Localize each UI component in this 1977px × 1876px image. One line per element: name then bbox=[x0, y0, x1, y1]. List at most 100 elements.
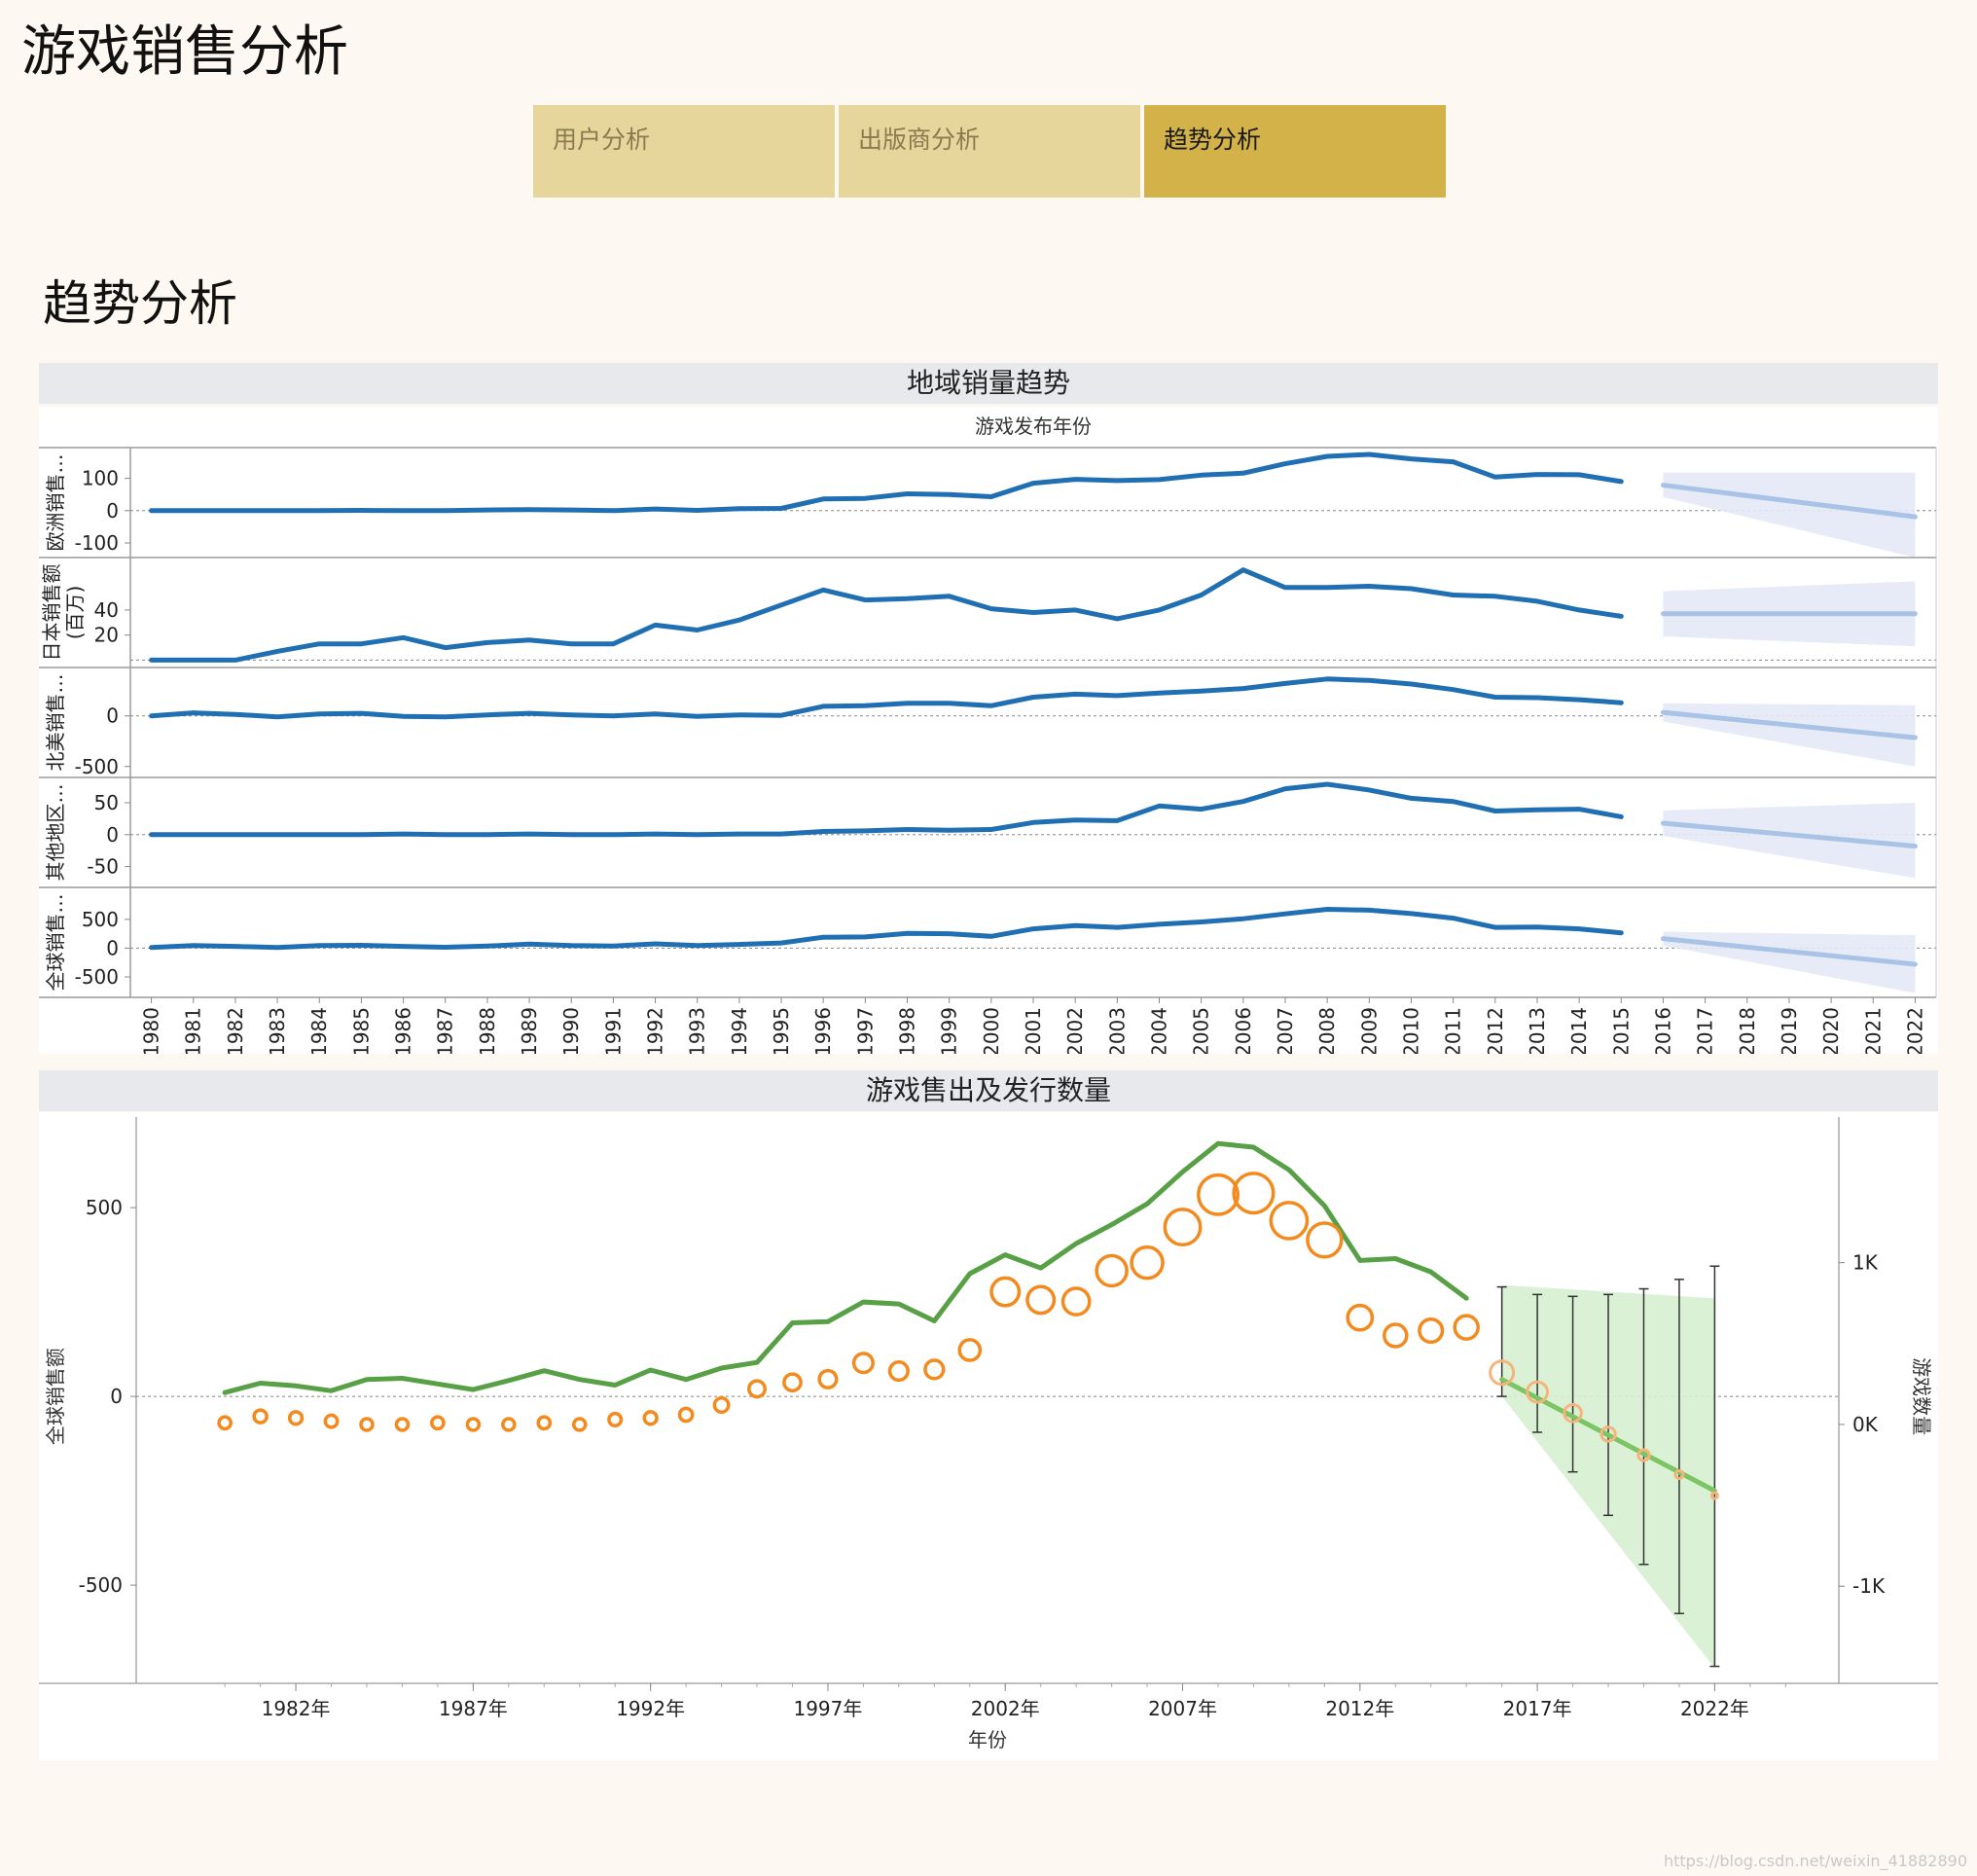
x-tick-label: 1999 bbox=[938, 1007, 961, 1054]
x-tick-label: 1981 bbox=[182, 1007, 205, 1054]
x-tick-label: 1987 bbox=[434, 1007, 457, 1054]
tab-user-analysis[interactable]: 用户分析 bbox=[533, 105, 835, 198]
x-tick-label: 1982年 bbox=[262, 1697, 331, 1720]
series-line bbox=[149, 676, 1624, 720]
y2-tick-label: 1K bbox=[1852, 1251, 1879, 1275]
x-tick-label: 2021 bbox=[1861, 1007, 1885, 1054]
game-count-point bbox=[957, 1338, 983, 1362]
game-count-point bbox=[252, 1408, 269, 1425]
y2-tick-label: -1K bbox=[1852, 1574, 1886, 1598]
x-tick-label: 2007 bbox=[1274, 1007, 1297, 1054]
x-tick-label: 1994 bbox=[728, 1007, 751, 1054]
x-tick-label: 2018 bbox=[1736, 1007, 1759, 1054]
game-count-point bbox=[1197, 1172, 1240, 1216]
x-tick-label: 1991 bbox=[601, 1007, 625, 1054]
game-count-point bbox=[1130, 1245, 1165, 1281]
game-count-point bbox=[1060, 1286, 1092, 1317]
x-tick-label: 1996 bbox=[811, 1007, 835, 1054]
y-tick-label: 500 bbox=[82, 908, 119, 931]
game-count-point bbox=[1163, 1208, 1203, 1247]
forecast-line bbox=[1660, 483, 1918, 520]
x-tick-label: 2002年 bbox=[971, 1697, 1040, 1720]
series-name: 欧洲销售… bbox=[44, 454, 67, 552]
forecast-count-point bbox=[1563, 1403, 1583, 1424]
sales-count-chart-title: 游戏售出及发行数量 bbox=[39, 1070, 1938, 1111]
game-count-point bbox=[1269, 1201, 1310, 1241]
x-tick-label: 1983 bbox=[266, 1007, 289, 1054]
game-count-point bbox=[394, 1417, 411, 1432]
y-tick-label: 0 bbox=[110, 1385, 123, 1408]
x-tick-label: 1997年 bbox=[793, 1697, 862, 1720]
section-title: 趋势分析 bbox=[43, 275, 237, 332]
x-tick-label: 2003 bbox=[1105, 1007, 1129, 1054]
x-tick-label: 2017年 bbox=[1503, 1697, 1572, 1720]
forecast-count-point bbox=[1600, 1425, 1617, 1443]
x-tick-label: 2017 bbox=[1694, 1007, 1717, 1054]
y-tick-label: 0 bbox=[106, 936, 119, 959]
game-count-point bbox=[287, 1410, 305, 1426]
x-tick-label: 2019 bbox=[1778, 1007, 1801, 1054]
regional-trend-chart-title: 地域销量趋势 bbox=[39, 363, 1938, 404]
x-tick-label: 2022年 bbox=[1680, 1697, 1749, 1720]
x-tick-label: 1997 bbox=[853, 1007, 877, 1054]
sales-and-release-count-chart: 500 0 -500 1K 0K -1K 1982年 1987年 1992年 1997年 2002年… bbox=[39, 1112, 1938, 1760]
x-tick-label: 2001 bbox=[1022, 1007, 1045, 1054]
series-name: 北美销售… bbox=[44, 674, 67, 772]
x-tick-label: 1998 bbox=[896, 1007, 919, 1054]
x-tick-label: 1985 bbox=[349, 1007, 373, 1054]
y2-axis-title: 游戏数量 bbox=[1910, 1357, 1933, 1435]
forecast-line bbox=[1660, 936, 1918, 967]
game-count-point bbox=[1095, 1253, 1129, 1288]
x-tick-label: 2011 bbox=[1442, 1007, 1465, 1054]
series-name: 其他地区… bbox=[44, 784, 67, 882]
y-tick-label: -50 bbox=[87, 855, 119, 879]
game-count-point bbox=[501, 1417, 517, 1432]
game-count-point bbox=[851, 1352, 875, 1375]
y-tick-label: -100 bbox=[75, 531, 119, 555]
forecast-count-point bbox=[1489, 1359, 1516, 1387]
y-tick-label: 100 bbox=[82, 467, 119, 490]
game-count-point bbox=[989, 1276, 1022, 1308]
game-count-point bbox=[1383, 1322, 1409, 1349]
x-tick-label: 2022 bbox=[1903, 1007, 1926, 1054]
x-tick-label: 2012年 bbox=[1325, 1697, 1394, 1720]
game-count-point bbox=[607, 1411, 624, 1428]
tab-publisher-analysis[interactable]: 出版商分析 bbox=[839, 105, 1140, 198]
app-title: 游戏销售分析 bbox=[21, 20, 348, 84]
series-name: 全球销售… bbox=[44, 894, 67, 992]
forecast-count-point bbox=[1709, 1491, 1719, 1500]
x-tick-label: 1980 bbox=[140, 1007, 163, 1054]
y-tick-label: -500 bbox=[75, 755, 119, 778]
game-count-point bbox=[817, 1368, 839, 1389]
x-tick-label: 1989 bbox=[518, 1007, 541, 1054]
game-count-point bbox=[642, 1410, 659, 1426]
x-tick-label: 2015 bbox=[1609, 1007, 1633, 1054]
game-count-point bbox=[536, 1415, 553, 1431]
x-tick-label: 1992年 bbox=[616, 1697, 685, 1720]
game-count-point bbox=[359, 1417, 375, 1432]
x-tick-label: 2013 bbox=[1526, 1007, 1549, 1054]
x-tick-label: 2020 bbox=[1819, 1007, 1843, 1054]
game-count-point bbox=[923, 1358, 946, 1381]
x-tick-label: 1987年 bbox=[439, 1697, 508, 1720]
series-line bbox=[149, 451, 1624, 514]
tab-bar: 用户分析 出版商分析 趋势分析 bbox=[533, 105, 1446, 198]
x-tick-label: 2009 bbox=[1357, 1007, 1381, 1054]
x-tick-label: 2004 bbox=[1147, 1007, 1170, 1054]
game-count-point bbox=[1025, 1284, 1057, 1316]
x-tick-label: 1986 bbox=[392, 1007, 415, 1054]
game-count-point bbox=[677, 1406, 695, 1424]
game-count-point bbox=[782, 1372, 803, 1393]
x-tick-label: 2000 bbox=[980, 1007, 1003, 1054]
forecast-line bbox=[1660, 709, 1918, 740]
x-tick-label: 2016 bbox=[1651, 1007, 1674, 1054]
y-tick-label: 0 bbox=[106, 823, 119, 847]
y-axis-title: 全球销售额 bbox=[44, 1348, 67, 1445]
series-line bbox=[149, 781, 1624, 838]
game-count-point bbox=[1453, 1314, 1480, 1341]
x-tick-label: 2002 bbox=[1063, 1007, 1087, 1054]
tab-trend-analysis[interactable]: 趋势分析 bbox=[1144, 105, 1446, 198]
watermark: https://blog.csdn.net/weixin_41882890 bbox=[1663, 1852, 1967, 1870]
y-tick-label: 500 bbox=[86, 1196, 123, 1219]
